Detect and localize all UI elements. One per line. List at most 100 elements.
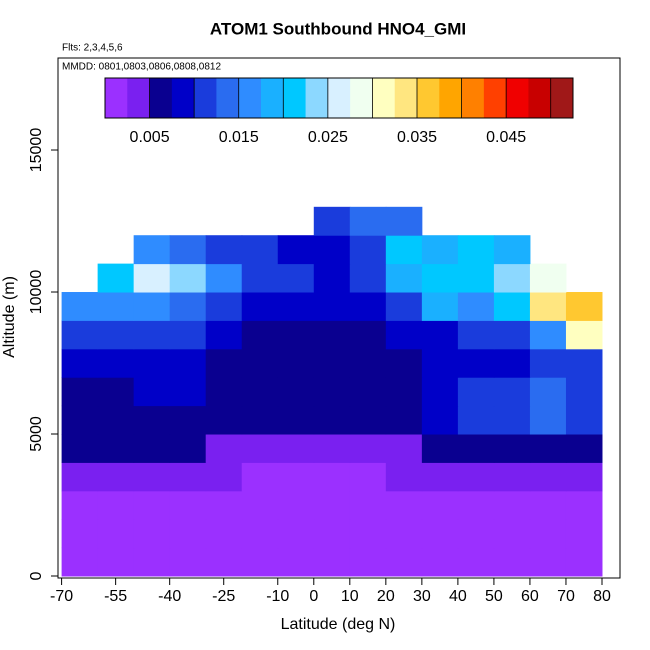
heat-cell	[529, 377, 567, 407]
heat-cell	[565, 462, 603, 492]
heat-cell	[457, 348, 495, 378]
colorbar-swatch	[216, 78, 240, 118]
heat-cell	[457, 434, 495, 463]
heat-cell	[385, 320, 423, 350]
heat-cell	[133, 490, 171, 520]
heat-cell	[349, 462, 387, 492]
heat-cell	[61, 377, 99, 407]
heat-cell	[61, 292, 99, 321]
heat-cell	[277, 434, 315, 463]
heat-cell	[349, 547, 387, 577]
colorbar-tick-label: 0.045	[486, 129, 526, 146]
colorbar-swatch	[350, 78, 373, 118]
heat-cell	[205, 377, 243, 407]
heat-cell	[313, 519, 351, 549]
heat-cell	[313, 377, 351, 407]
heat-cell	[421, 235, 459, 265]
heat-cell	[493, 292, 531, 321]
x-tick-label: -70	[50, 588, 73, 605]
x-tick-label: -25	[212, 588, 235, 605]
heat-cell	[169, 377, 207, 407]
heat-cell	[241, 263, 279, 293]
heat-cell	[241, 434, 279, 463]
heat-cell	[493, 490, 531, 520]
colorbar-swatch	[327, 78, 351, 118]
heat-cell	[493, 519, 531, 549]
heat-cell	[421, 405, 459, 435]
heat-cell	[277, 235, 315, 265]
heat-cell	[385, 547, 423, 577]
heat-cell	[457, 263, 495, 293]
heat-cell	[169, 292, 207, 321]
colorbar-swatch	[305, 78, 329, 118]
heat-cell	[97, 348, 135, 378]
heat-cell	[313, 434, 351, 463]
colorbar-tick-label: 0.025	[308, 129, 348, 146]
heat-cell	[349, 263, 387, 293]
heat-cell	[205, 348, 243, 378]
annotation: MMDD: 0801,0803,0806,0808,0812	[62, 62, 221, 73]
heat-cell	[529, 320, 567, 350]
chart-title: ATOM1 Southbound HNO4_GMI	[210, 19, 466, 38]
colorbar-swatch	[372, 78, 396, 118]
colorbar-swatch	[238, 78, 262, 118]
heat-cell	[421, 348, 459, 378]
heat-cell	[457, 377, 495, 407]
heat-cell	[349, 377, 387, 407]
heat-cell	[565, 292, 603, 321]
colorbar-swatch	[149, 78, 173, 118]
heat-cell	[169, 434, 207, 463]
heat-cell	[133, 462, 171, 492]
heat-cell	[385, 405, 423, 435]
heat-cell	[133, 434, 171, 463]
heat-cell	[493, 405, 531, 435]
heat-cell	[529, 547, 567, 577]
heat-cell	[241, 348, 279, 378]
heat-cell	[61, 462, 99, 492]
heat-cell	[385, 348, 423, 378]
heat-cell	[493, 235, 531, 265]
heat-cell	[97, 405, 135, 435]
heat-cell	[241, 462, 279, 492]
colorbar-swatch	[506, 78, 529, 118]
heat-cell	[61, 405, 99, 435]
heat-cell	[313, 263, 351, 293]
heat-cell	[421, 434, 459, 463]
x-tick-label: 20	[377, 588, 395, 605]
x-tick-label: 80	[593, 588, 611, 605]
heat-cell	[169, 519, 207, 549]
colorbar-swatch	[461, 78, 485, 118]
heat-cell	[241, 235, 279, 265]
heat-cell	[385, 263, 423, 293]
heat-cell	[169, 235, 207, 265]
heat-cell	[205, 235, 243, 265]
heat-cell	[169, 462, 207, 492]
heat-cell	[421, 292, 459, 321]
heat-cell	[421, 519, 459, 549]
x-axis-label: Latitude (deg N)	[281, 616, 396, 633]
heat-cell	[385, 462, 423, 492]
heat-cell	[457, 490, 495, 520]
heat-cell	[349, 292, 387, 321]
heat-cell	[205, 405, 243, 435]
heat-cell	[133, 405, 171, 435]
heat-cell	[97, 462, 135, 492]
heat-cell	[457, 405, 495, 435]
heat-cell	[385, 519, 423, 549]
y-tick-label: 5000	[28, 416, 45, 452]
colorbar-swatch	[171, 78, 195, 118]
heat-cell	[565, 490, 603, 520]
heat-cell	[529, 348, 567, 378]
heat-cell	[385, 434, 423, 463]
heat-cell	[529, 519, 567, 549]
heat-cell	[169, 348, 207, 378]
heat-cell	[277, 377, 315, 407]
heat-cell	[61, 490, 99, 520]
heat-cell	[277, 547, 315, 577]
heat-cell	[421, 320, 459, 350]
heat-cell	[565, 519, 603, 549]
heat-cell	[493, 434, 531, 463]
heat-cell	[133, 519, 171, 549]
heat-cell	[385, 206, 423, 236]
